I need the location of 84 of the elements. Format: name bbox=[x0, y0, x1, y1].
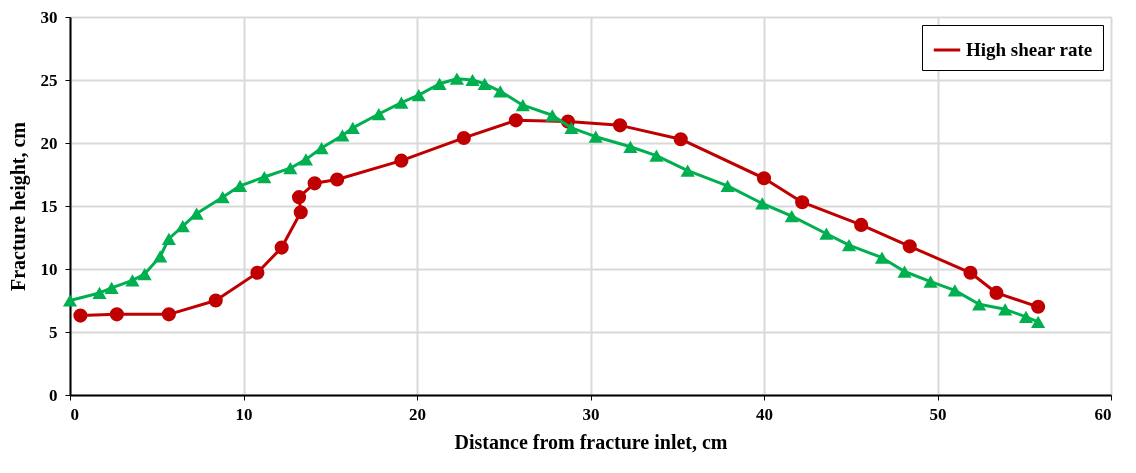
y-tick-label: 25 bbox=[40, 70, 58, 90]
point bbox=[612, 118, 628, 133]
point bbox=[293, 205, 308, 220]
point bbox=[902, 239, 917, 254]
point bbox=[232, 179, 248, 192]
point bbox=[477, 77, 492, 90]
y-axis-title: Fracture height, cm bbox=[6, 121, 30, 292]
point bbox=[841, 238, 857, 252]
point bbox=[92, 286, 107, 300]
point bbox=[335, 129, 350, 142]
point bbox=[394, 96, 409, 109]
point bbox=[215, 191, 230, 204]
point bbox=[314, 141, 329, 155]
point bbox=[874, 251, 890, 264]
point bbox=[283, 162, 298, 175]
point bbox=[998, 303, 1013, 316]
point bbox=[972, 298, 987, 311]
point bbox=[250, 265, 265, 280]
y-tick-label: 15 bbox=[40, 196, 58, 216]
point bbox=[588, 130, 603, 143]
point bbox=[623, 140, 638, 153]
point bbox=[897, 265, 912, 278]
point bbox=[1031, 299, 1046, 314]
x-tick-label: 40 bbox=[756, 404, 773, 424]
x-axis-title: Distance from fracture inlet, cm bbox=[454, 430, 728, 453]
point bbox=[274, 240, 289, 255]
point bbox=[161, 232, 176, 245]
x-tick-label: 0 bbox=[70, 404, 79, 424]
point bbox=[208, 293, 223, 308]
point bbox=[493, 85, 508, 98]
y-tick-label: 10 bbox=[40, 259, 58, 279]
point bbox=[153, 250, 168, 263]
point bbox=[394, 153, 409, 168]
x-tick-label: 50 bbox=[929, 404, 947, 424]
point bbox=[508, 113, 523, 128]
point bbox=[330, 172, 345, 187]
point bbox=[432, 77, 447, 90]
point bbox=[989, 285, 1004, 300]
point bbox=[449, 72, 464, 85]
x-tick-label: 60 bbox=[1094, 404, 1112, 424]
y-tick-label: 0 bbox=[49, 385, 58, 405]
x-tick-label: 20 bbox=[409, 404, 426, 424]
point bbox=[456, 130, 471, 146]
x-tick-label: 30 bbox=[582, 404, 600, 424]
point bbox=[62, 294, 78, 307]
point bbox=[784, 209, 799, 223]
point bbox=[854, 217, 869, 232]
y-tick-label: 30 bbox=[40, 7, 58, 27]
point bbox=[515, 99, 530, 112]
point bbox=[125, 274, 140, 287]
point bbox=[1018, 310, 1034, 323]
point bbox=[189, 207, 204, 220]
point bbox=[795, 195, 810, 210]
point bbox=[345, 121, 360, 134]
point bbox=[298, 153, 314, 166]
point bbox=[175, 220, 190, 233]
point bbox=[1031, 315, 1046, 329]
point bbox=[720, 179, 735, 192]
y-tick-label: 20 bbox=[40, 133, 58, 153]
point bbox=[104, 281, 119, 295]
point bbox=[257, 170, 272, 184]
legend-label: High shear rate bbox=[966, 39, 1093, 60]
point bbox=[291, 190, 307, 205]
point bbox=[756, 171, 772, 186]
point bbox=[564, 121, 579, 134]
point bbox=[307, 176, 322, 191]
point bbox=[73, 308, 88, 323]
point bbox=[411, 89, 426, 102]
point bbox=[963, 265, 978, 280]
point bbox=[465, 73, 480, 87]
point bbox=[137, 267, 152, 281]
point bbox=[673, 132, 688, 147]
point bbox=[545, 109, 560, 122]
point bbox=[649, 149, 664, 162]
point bbox=[947, 284, 962, 297]
point bbox=[371, 107, 386, 121]
point bbox=[680, 164, 695, 177]
point bbox=[755, 197, 770, 210]
point bbox=[923, 275, 938, 288]
point bbox=[819, 227, 834, 240]
x-tick-label: 10 bbox=[235, 404, 253, 424]
point bbox=[161, 307, 176, 322]
y-tick-label: 5 bbox=[49, 322, 58, 342]
point bbox=[109, 307, 124, 322]
